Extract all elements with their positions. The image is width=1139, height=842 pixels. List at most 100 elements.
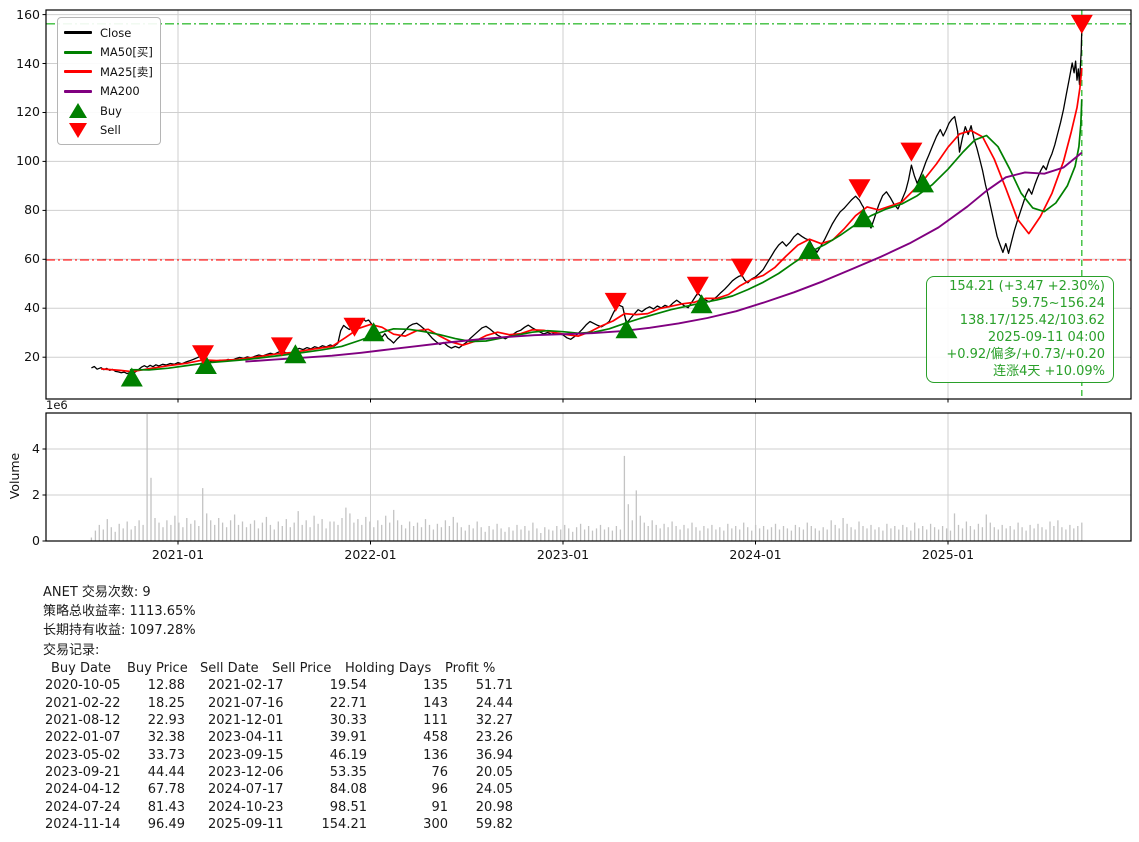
trade-row: 2020-10-05 12.88 2021-02-17 19.54 135 51.71 — [43, 677, 603, 694]
legend-item-ma25: MA25[卖] — [64, 62, 154, 82]
buy-date: 2024-11-14 — [45, 817, 121, 833]
buy-price: 32.38 — [147, 730, 185, 746]
sell-date: 2021-07-16 — [208, 695, 284, 711]
buy-price: 33.73 — [147, 747, 185, 763]
stat-line: 策略总收益率: 1113.65% — [43, 604, 196, 620]
profit-pct: 36.94 — [475, 747, 513, 763]
holding-days: 111 — [423, 712, 448, 728]
price-volume-chart — [42, 9, 1132, 545]
buy-price: 12.88 — [147, 678, 185, 694]
sell-price: 154.21 — [321, 817, 368, 833]
legend-line-swatch — [64, 31, 92, 35]
sell-marker — [686, 276, 709, 296]
sell-date: 2021-12-01 — [208, 712, 284, 728]
sell-date: 2021-02-17 — [208, 678, 284, 694]
sell-date: 2023-09-15 — [208, 747, 284, 763]
buy-date: 2023-05-02 — [45, 747, 121, 763]
buy-date: 2020-10-05 — [45, 678, 121, 694]
trade-row: 2024-11-14 96.49 2025-09-11 154.21 300 59.82 — [43, 816, 603, 833]
buy-marker — [194, 355, 217, 374]
annotation-line: 2025-09-11 04:00 — [987, 329, 1105, 345]
trades-header-cell: Sell Date — [200, 660, 259, 676]
holding-days: 143 — [423, 695, 448, 711]
legend: Close MA50[买] MA25[卖] MA200 Buy Sell — [57, 17, 161, 145]
profit-pct: 51.71 — [475, 678, 513, 694]
sell-marker — [343, 317, 366, 337]
buy-marker — [284, 344, 307, 364]
legend-label: MA50[买] — [100, 45, 153, 60]
buy-marker — [615, 319, 638, 339]
legend-label: MA200 — [100, 84, 140, 99]
price-plot-frame — [45, 9, 1132, 400]
profit-pct: 24.44 — [475, 695, 513, 711]
trade-row: 2023-09-21 44.44 2023-12-06 53.35 76 20.05 — [43, 764, 603, 781]
buy-date: 2024-04-12 — [45, 782, 121, 798]
quote-annotation-box: 154.21 (+3.47 +2.30%) 59.75~156.24 138.17/… — [926, 276, 1114, 384]
buy-marker — [690, 294, 713, 314]
legend-line-swatch — [64, 50, 92, 54]
buy-price: 81.43 — [147, 799, 185, 815]
buy-price: 67.78 — [147, 782, 185, 798]
buy-marker — [852, 208, 875, 228]
legend-label: MA25[卖] — [100, 64, 153, 79]
buy-marker — [798, 240, 821, 259]
sell-marker — [1070, 14, 1093, 34]
trades-header-cell: Sell Price — [272, 660, 332, 676]
legend-label: Close — [100, 25, 132, 40]
legend-item-close: Close — [64, 23, 154, 43]
sell-triangle-icon — [64, 122, 92, 138]
profit-pct: 20.05 — [475, 765, 513, 781]
sell-date: 2023-04-11 — [208, 730, 284, 746]
trade-row: 2024-04-12 67.78 2024-07-17 84.08 96 24.05 — [43, 781, 603, 798]
trades-header-row: Buy Date Buy Price Sell Date Sell Price Hold… — [43, 660, 603, 677]
sell-date: 2025-09-11 — [208, 817, 284, 833]
buy-date: 2021-08-12 — [45, 712, 121, 728]
sell-marker — [192, 345, 214, 365]
annotation-line: 连涨4天 +10.09% — [993, 363, 1105, 379]
trades-header-cell: Profit % — [445, 660, 496, 676]
holding-days: 91 — [431, 799, 448, 815]
sell-marker — [900, 142, 923, 162]
legend-label: Buy — [100, 103, 122, 118]
trades-header-cell: Buy Date — [51, 660, 112, 676]
holding-days: 300 — [423, 817, 448, 833]
sell-price: 98.51 — [329, 799, 367, 815]
legend-item-buy: Buy — [64, 101, 154, 121]
sell-date: 2024-10-23 — [208, 799, 284, 815]
stat-line: ANET 交易次数: 9 — [43, 585, 151, 600]
sell-marker — [731, 258, 753, 278]
series-MA25 — [100, 67, 1083, 373]
sell-marker — [604, 292, 627, 312]
sell-price: 30.33 — [329, 712, 367, 728]
profit-pct: 20.98 — [475, 799, 513, 815]
holding-days: 76 — [431, 765, 448, 781]
trade-row: 2021-02-22 18.25 2021-07-16 22.71 143 24.44 — [43, 695, 603, 712]
trade-row: 2021-08-12 22.93 2021-12-01 30.33 111 32.27 — [43, 712, 603, 729]
buy-marker — [912, 173, 934, 193]
sell-price: 46.19 — [329, 747, 367, 763]
buy-marker — [120, 367, 143, 387]
profit-pct: 32.27 — [475, 712, 513, 728]
sell-price: 39.91 — [329, 730, 367, 746]
sell-marker — [848, 179, 871, 199]
trades-header-cell: Holding Days — [345, 660, 432, 676]
volume-plot-frame — [45, 412, 1132, 542]
sell-date: 2023-12-06 — [208, 765, 284, 781]
trade-row: 2022-01-07 32.38 2023-04-11 39.91 458 23.26 — [43, 729, 603, 746]
sell-price: 53.35 — [329, 765, 367, 781]
annotation-line: 59.75~156.24 — [1011, 295, 1105, 311]
stat-line: 交易记录: — [43, 642, 100, 658]
legend-label: Sell — [100, 123, 121, 138]
buy-date: 2024-07-24 — [45, 799, 121, 815]
buy-price: 18.25 — [147, 695, 185, 711]
trades-table: Buy Date Buy Price Sell Date Sell Price Hold… — [43, 660, 603, 834]
legend-item-ma200: MA200 — [64, 82, 154, 102]
buy-triangle-icon — [64, 103, 92, 119]
series-MA200 — [245, 151, 1083, 363]
holding-days: 458 — [423, 730, 448, 746]
annotation-line: 138.17/125.42/103.62 — [959, 312, 1105, 328]
sell-price: 19.54 — [329, 678, 367, 694]
trade-row: 2024-07-24 81.43 2024-10-23 98.51 91 20.98 — [43, 799, 603, 816]
profit-pct: 24.05 — [475, 782, 513, 798]
legend-line-swatch — [64, 89, 92, 93]
